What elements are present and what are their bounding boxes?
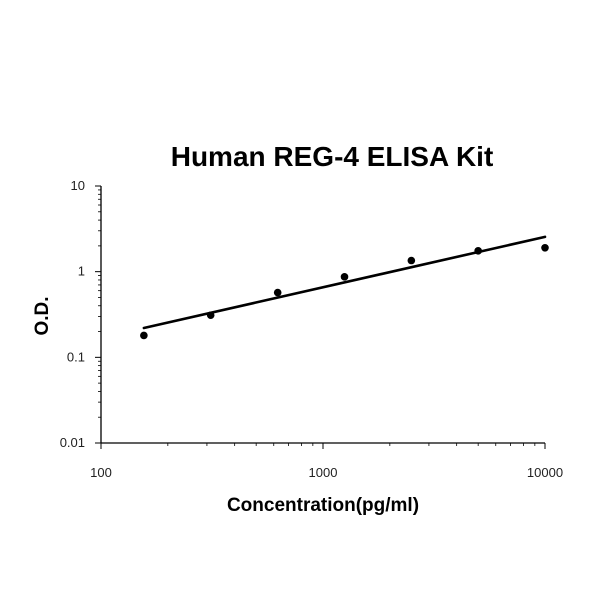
data-point	[340, 273, 349, 281]
chart-title: Human REG-4 ELISA Kit	[171, 141, 494, 172]
data-point	[407, 256, 416, 265]
x-tick-label: 10000	[527, 465, 563, 480]
y-tick-label: 0.01	[60, 435, 85, 450]
plot-area: 0.01 0.1 1 10 100 1000 10000	[60, 178, 563, 480]
y-tick-label: 10	[71, 178, 85, 193]
data-point	[273, 288, 282, 297]
y-axis-label: O.D.	[32, 296, 53, 335]
data-point	[140, 331, 148, 340]
x-axis-label: Concentration(pg/ml)	[227, 495, 419, 516]
data-point	[206, 311, 215, 320]
y-tick-label: 0.1	[67, 349, 85, 364]
x-tick-label: 100	[90, 465, 112, 480]
y-tick-label: 1	[78, 264, 85, 279]
x-tick-label: 1000	[309, 465, 338, 480]
trendline	[142, 235, 547, 330]
data-point	[474, 247, 482, 255]
data-point	[541, 243, 549, 252]
